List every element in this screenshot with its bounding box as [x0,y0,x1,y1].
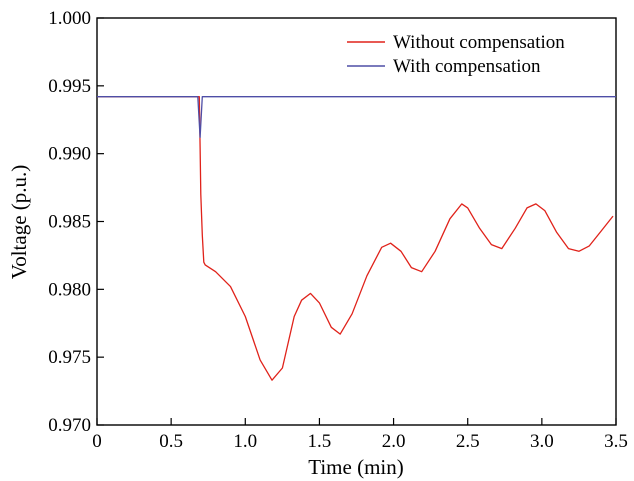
x-tick-label: 0.5 [159,431,183,452]
y-tick-label: 0.985 [48,212,91,233]
series-line-with-compensation [97,96,616,139]
legend-label-without-compensation: Without compensation [393,32,565,53]
x-tick-label: 0 [92,431,102,452]
x-axis-ticks: 0 0.5 1.0 1.5 2.0 2.5 3.0 3.5 [92,418,628,452]
y-tick-label: 0.995 [48,76,91,97]
y-tick-label: 0.980 [48,279,91,300]
x-tick-label: 3.5 [604,431,628,452]
x-tick-label: 3.0 [530,431,554,452]
plot-frame [96,17,617,426]
x-tick-label: 2.0 [382,431,406,452]
y-tick-label: 1.000 [48,8,91,29]
y-axis-title: Voltage (p.u.) [7,165,31,280]
y-tick-label: 0.975 [48,347,91,368]
legend: Without compensation With compensation [347,32,565,77]
y-tick-label: 0.990 [48,144,91,165]
x-tick-label: 1.0 [233,431,257,452]
series-layer [97,96,616,381]
y-tick-label: 0.970 [48,415,91,436]
x-axis-title: Time (min) [308,455,403,479]
legend-label-with-compensation: With compensation [393,56,541,77]
series-line-without-compensation [97,96,614,381]
x-tick-label: 1.5 [308,431,332,452]
y-axis-ticks: 0.970 0.975 0.980 0.985 0.990 0.995 1.000 [48,8,104,436]
x-tick-label: 2.5 [456,431,480,452]
